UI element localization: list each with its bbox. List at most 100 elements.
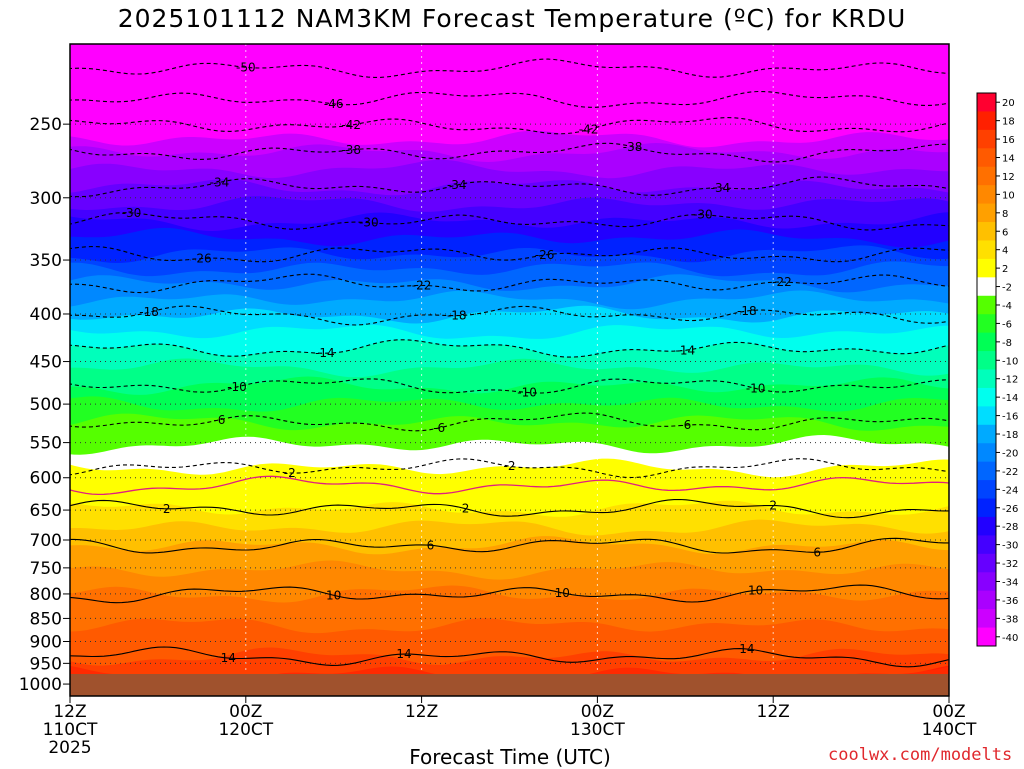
x-tick-24-0: 12Z: [405, 702, 438, 722]
colorbar-label--2: -2: [1002, 283, 1012, 294]
contour-2: [70, 498, 949, 519]
contour--10: [70, 378, 949, 394]
contour-label-10-0: 10: [326, 588, 341, 602]
colorbar-label--34: -34: [1002, 577, 1018, 588]
contour-6: [70, 537, 949, 554]
contour-label--10-1: -10: [517, 386, 537, 400]
y-tick-700: 700: [30, 531, 62, 551]
contour-label--42-0: -42: [341, 118, 361, 132]
contour-label--18-0: -18: [139, 305, 159, 319]
contour-label--6-1: -6: [433, 421, 445, 435]
chart-title: 2025101112 NAM3KM Forecast Temperature (…: [117, 4, 907, 33]
contour--6: [70, 412, 949, 432]
contour-label--30-0: -30: [122, 206, 142, 220]
colorbar-label--20: -20: [1002, 448, 1018, 459]
colorbar-label-4: 4: [1002, 246, 1008, 257]
contour--50: [70, 58, 949, 78]
contour--2: [70, 458, 949, 479]
colorbar-swatch--34: [977, 572, 996, 592]
contour-label--26-0: -26: [192, 252, 212, 266]
y-tick-800: 800: [30, 585, 62, 605]
y-tick-450: 450: [30, 353, 62, 373]
colorbar-swatch--28: [977, 516, 996, 536]
colorbar-label--8: -8: [1002, 338, 1012, 349]
y-tick-850: 850: [30, 609, 62, 629]
temperature-bands: [70, 44, 949, 696]
contour-label--10-2: -10: [746, 381, 766, 395]
contour-label--34-0: -34: [210, 175, 230, 189]
colorbar-swatch--10: [977, 351, 996, 370]
colorbar-swatch--12: [977, 369, 996, 389]
contour--46: [70, 90, 949, 108]
colorbar-label-12: 12: [1002, 172, 1015, 183]
colorbar-label--10: -10: [1002, 356, 1018, 367]
y-tick-1000: 1000: [19, 675, 62, 695]
contour-label--14-1: -14: [675, 343, 695, 357]
y-tick-500: 500: [30, 395, 62, 415]
colorbar-swatch--32: [977, 553, 996, 573]
x-tick-0-1: 110CT: [43, 720, 98, 740]
colorbar-swatch--38: [977, 609, 996, 629]
colorbar-label-14: 14: [1002, 154, 1015, 165]
y-axis: 250 300 350 400 450 500 550 600 650 700 750 800 850 9…: [19, 115, 70, 695]
contour-label-10-1: 10: [555, 586, 570, 600]
colorbar-label--38: -38: [1002, 614, 1018, 625]
contour-14: [70, 646, 949, 668]
x-tick-12-1: 120CT: [218, 720, 273, 740]
x-tick-0-0: 12Z: [53, 702, 86, 722]
colorbar-swatch-10: [977, 185, 996, 205]
colorbar-swatch--22: [977, 461, 996, 481]
x-tick-12-0: 00Z: [229, 702, 262, 722]
x-tick-60-1: 140CT: [922, 720, 977, 740]
credit-link[interactable]: coolwx.com/modelts: [828, 745, 1013, 765]
contour-label--22-0: -22: [412, 278, 432, 292]
contour-lines: -50-46-42 -42-38 -38-34 -34 -34-30-30-30-26-…: [70, 58, 949, 668]
contour-label--38-0: -38: [341, 143, 361, 157]
colorbar-swatch--16: [977, 406, 996, 426]
contour-10: [70, 584, 949, 604]
plot-frame: [69, 43, 950, 697]
contour-label--34-1: -34: [447, 178, 467, 192]
colorbar-label--16: -16: [1002, 412, 1018, 423]
colorbar-label-18: 18: [1002, 117, 1015, 128]
colorbar-swatch--36: [977, 590, 996, 610]
contour--42: [70, 117, 949, 135]
colorbar-swatch--30: [977, 535, 996, 555]
contour-label--2-1: -2: [504, 459, 516, 473]
colorbar-label--28: -28: [1002, 522, 1018, 533]
colorbar-label-10: 10: [1002, 190, 1015, 201]
colorbar-swatch-20: [977, 93, 996, 112]
x-axis-label: Forecast Time (UTC): [409, 745, 611, 769]
contour--30: [70, 212, 949, 231]
contour-label--26-1: -26: [535, 248, 555, 262]
freezing-line: [70, 475, 949, 496]
colorbar-swatch-6: [977, 222, 996, 241]
colorbar-label--6: -6: [1002, 319, 1012, 330]
colorbar-label--36: -36: [1002, 596, 1018, 607]
x-tick-36-1: 130CT: [570, 720, 625, 740]
contour-label--38-1: -38: [623, 140, 643, 154]
contour-label--50-0: -50: [236, 60, 256, 74]
contour-label--42-1: -42: [579, 123, 599, 137]
colorbar-swatch-2: [977, 258, 996, 278]
contour--38: [70, 142, 949, 163]
colorbar-legend: 20 18 16 14 12 10 8 6 4 2 -2 -4 -6 -8 -10 -12 -14 -16 -18 -…: [976, 92, 1018, 647]
colorbar-swatch-12: [977, 166, 996, 186]
y-tick-650: 650: [30, 501, 62, 521]
colorbar-swatch--2: [977, 277, 996, 297]
contour-label--2-0: -2: [284, 466, 296, 480]
contour-label--18-2: -18: [737, 304, 757, 318]
band--40: [70, 44, 949, 148]
x-tick-0-2: 2025: [48, 738, 91, 758]
colorbar-label-16: 16: [1002, 135, 1015, 146]
contour-label-14-1: 14: [396, 647, 411, 661]
colorbar-swatch-8: [977, 203, 996, 223]
colorbar-label--26: -26: [1002, 504, 1018, 515]
colorbar-swatch--24: [977, 480, 996, 500]
contour-label-14-0: 14: [221, 651, 236, 665]
colorbar-swatch--6: [977, 314, 996, 334]
contour-label--34-2: -34: [711, 181, 731, 195]
contour--26: [70, 245, 949, 263]
contour--34: [70, 176, 949, 198]
